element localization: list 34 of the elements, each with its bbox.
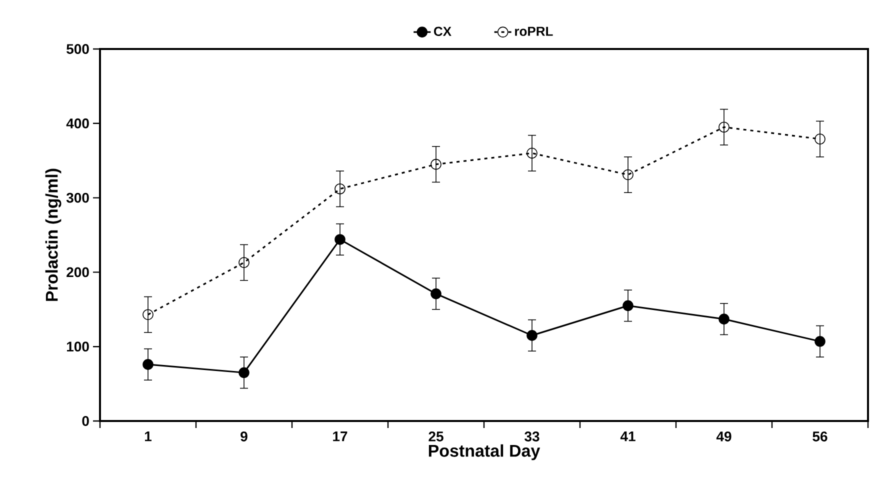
x-tick-label: 1 <box>144 432 152 442</box>
y-tick-label: 500 <box>66 44 89 54</box>
point <box>238 257 250 268</box>
point <box>430 288 442 300</box>
point <box>142 359 154 370</box>
point <box>718 122 730 133</box>
x-tick-label: 41 <box>620 432 636 442</box>
x-tick-label: 17 <box>333 432 348 442</box>
point <box>622 300 634 312</box>
point <box>334 183 346 194</box>
y-axis-title: Prolactin (ng/ml) <box>45 168 62 301</box>
x-tick-label: 56 <box>812 432 828 442</box>
point <box>142 309 154 320</box>
point <box>526 330 538 341</box>
x-tick-label: 9 <box>240 432 248 442</box>
point <box>814 134 826 144</box>
y-tick-label: 0 <box>82 416 89 426</box>
y-tick-label: 200 <box>66 267 89 278</box>
point <box>238 367 250 378</box>
y-tick-label: 100 <box>66 342 89 352</box>
point <box>334 234 346 245</box>
legend-label: roPRL <box>515 26 553 36</box>
point <box>526 148 538 159</box>
x-axis-title: Postnatal Day <box>428 444 540 460</box>
y-tick-label: 400 <box>66 118 89 128</box>
point <box>622 169 634 180</box>
x-tick-label: 49 <box>716 432 732 442</box>
point <box>430 158 442 170</box>
point <box>814 336 826 347</box>
legend-label: CX <box>434 26 452 36</box>
point <box>718 314 730 324</box>
x-tick-label: 25 <box>428 432 444 442</box>
x-tick-label: 33 <box>524 432 540 442</box>
y-tick-label: 300 <box>66 192 89 203</box>
